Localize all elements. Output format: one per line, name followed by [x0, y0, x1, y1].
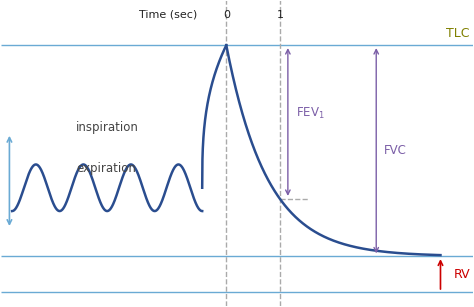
Text: TLC: TLC: [447, 27, 470, 40]
Text: FEV$_1$: FEV$_1$: [296, 106, 325, 121]
Text: 0: 0: [223, 10, 230, 20]
Text: RV: RV: [453, 268, 470, 281]
Text: expiration: expiration: [76, 162, 136, 175]
Text: inspiration: inspiration: [76, 121, 139, 134]
Text: Time (sec): Time (sec): [138, 10, 197, 20]
Text: FVC: FVC: [384, 144, 407, 157]
Text: 1: 1: [276, 10, 283, 20]
